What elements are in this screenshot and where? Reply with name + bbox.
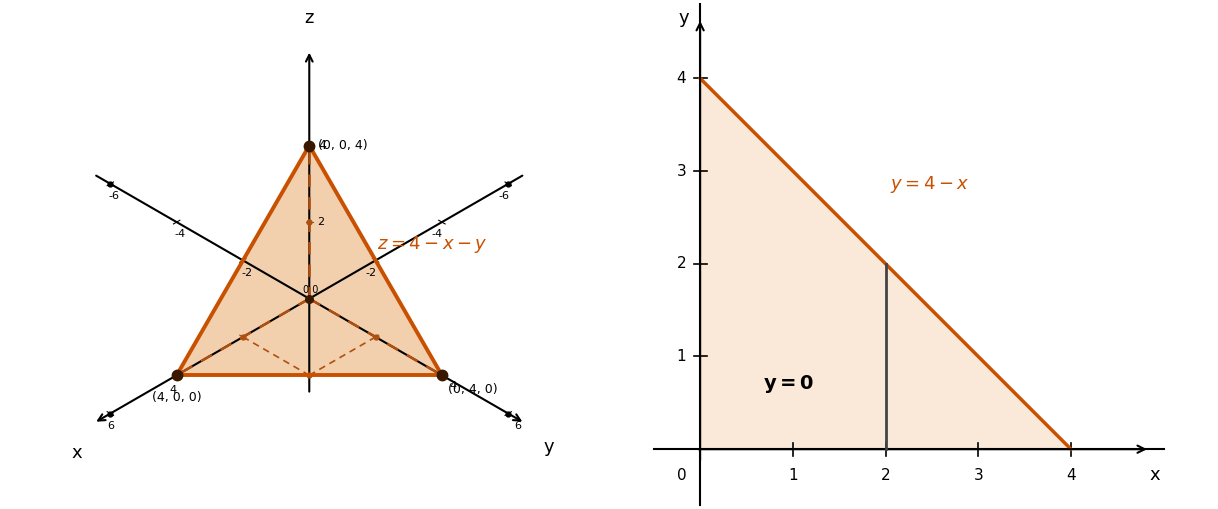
Text: -2: -2 (365, 268, 376, 278)
Text: -4: -4 (432, 230, 443, 239)
Polygon shape (700, 78, 1071, 449)
Text: 3: 3 (973, 468, 983, 483)
Text: $y = 4 - x$: $y = 4 - x$ (890, 175, 970, 195)
Text: 3: 3 (676, 163, 686, 179)
Text: 4: 4 (169, 385, 177, 395)
Text: -4: -4 (174, 230, 186, 239)
Text: -2: -2 (241, 268, 252, 278)
Text: -6: -6 (498, 191, 509, 201)
Text: 4: 4 (319, 139, 326, 152)
Text: (0, 4, 0): (0, 4, 0) (448, 383, 497, 395)
Polygon shape (177, 146, 442, 375)
Text: 4: 4 (1066, 468, 1075, 483)
Text: x: x (1149, 466, 1160, 484)
Text: $\mathbf{y = 0}$: $\mathbf{y = 0}$ (762, 373, 814, 395)
Text: -6: -6 (108, 191, 119, 201)
Text: y: y (544, 438, 554, 456)
Text: 2: 2 (881, 468, 890, 483)
Text: 0: 0 (676, 468, 686, 483)
Text: 0 0: 0 0 (303, 285, 318, 295)
Text: 6: 6 (107, 421, 113, 431)
Text: (0, 0, 4): (0, 0, 4) (318, 139, 368, 152)
Text: 4: 4 (449, 381, 457, 391)
Text: 2: 2 (317, 217, 324, 227)
Text: $z = 4 - x - y$: $z = 4 - x - y$ (378, 234, 487, 255)
Text: 6: 6 (514, 421, 521, 431)
Text: z: z (304, 9, 314, 27)
Text: y: y (678, 9, 689, 27)
Text: 1: 1 (676, 349, 686, 364)
Text: x: x (72, 444, 82, 462)
Text: 4: 4 (676, 71, 686, 86)
Text: 1: 1 (788, 468, 798, 483)
Text: 2: 2 (676, 256, 686, 271)
Text: (4, 0, 0): (4, 0, 0) (152, 391, 201, 405)
